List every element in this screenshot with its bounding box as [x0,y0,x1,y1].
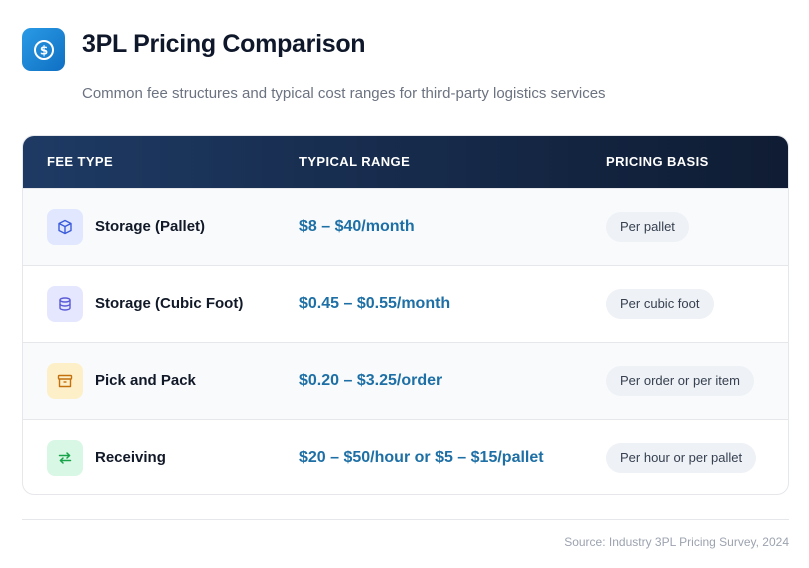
table-header: FEE TYPE TYPICAL RANGE PRICING BASIS [23,136,788,188]
fee-type-name: Storage (Pallet) [95,218,206,235]
fee-type-name: Receiving [95,449,166,466]
table-row: Receiving $20 – $50/hour or $5 – $15/pal… [23,419,788,494]
pricing-table: FEE TYPE TYPICAL RANGE PRICING BASIS Sto… [22,135,789,495]
fee-type-name: Storage (Cubic Foot) [95,295,244,312]
dollar-circle-icon: $ [22,28,65,71]
column-header-pricing-basis: PRICING BASIS [606,154,709,169]
svg-text:$: $ [39,43,47,57]
pricing-basis-badge: Per order or per item [606,366,754,396]
footer-divider [22,519,789,520]
table-row: Storage (Pallet) $8 – $40/month Per pall… [23,188,788,265]
page-title: 3PL Pricing Comparison [82,30,366,58]
page-subtitle: Common fee structures and typical cost r… [82,85,606,102]
table-row: Storage (Cubic Foot) $0.45 – $0.55/month… [23,265,788,342]
archive-icon [47,363,83,399]
typical-range: $0.20 – $3.25/order [299,372,443,389]
typical-range: $0.45 – $0.55/month [299,295,451,312]
source-note: Source: Industry 3PL Pricing Survey, 202… [564,535,789,549]
typical-range: $8 – $40/month [299,218,415,235]
column-header-fee-type: FEE TYPE [47,154,114,169]
pricing-basis-badge: Per pallet [606,212,689,242]
arrows-exchange-icon [47,440,83,476]
table-row: Pick and Pack $0.20 – $3.25/order Per or… [23,342,788,419]
column-header-typical-range: TYPICAL RANGE [299,154,411,169]
pricing-basis-badge: Per hour or per pallet [606,443,757,473]
fee-type-name: Pick and Pack [95,372,196,389]
box-icon [47,209,83,245]
database-icon [47,286,83,322]
pricing-basis-badge: Per cubic foot [606,289,714,319]
typical-range: $20 – $50/hour or $5 – $15/pallet [299,449,544,466]
